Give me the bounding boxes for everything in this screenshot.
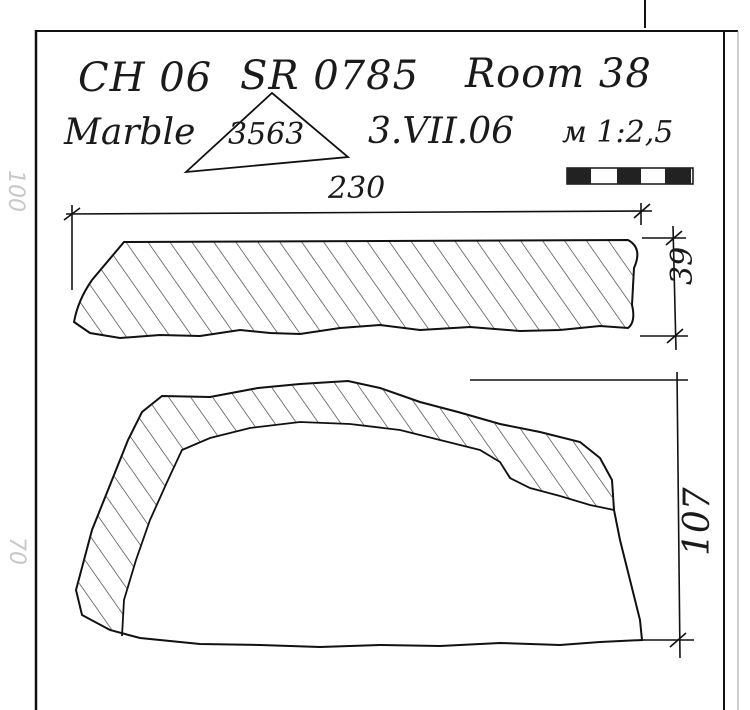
- thickness-dimension: 39: [665, 246, 700, 285]
- thickness-dimension-line: [640, 225, 688, 351]
- front-view-hatched-band: [76, 381, 614, 636]
- scale-label: м 1:2,5: [562, 115, 674, 150]
- find-number-triangle: [183, 91, 351, 174]
- margin-mark-top: 100: [3, 170, 28, 212]
- material-label: Marble: [64, 112, 196, 153]
- date-label: 3.VII.06: [368, 111, 515, 152]
- section-profile: [72, 238, 639, 340]
- margin-mark-lower: 70: [4, 537, 29, 565]
- height-dimension: 107: [677, 487, 718, 556]
- record-number: SR 0785: [240, 53, 420, 99]
- front-view-inner-line: [121, 421, 615, 637]
- width-dimension: 230: [328, 171, 386, 206]
- find-number: 3563: [228, 117, 305, 152]
- room-number: Room 38: [465, 51, 652, 97]
- scale-bar: [566, 167, 694, 185]
- height-dimension-line: [470, 371, 694, 659]
- sheet-frame: [34, 0, 739, 710]
- width-dimension-line: [63, 203, 653, 290]
- site-code: CH 06: [78, 55, 213, 101]
